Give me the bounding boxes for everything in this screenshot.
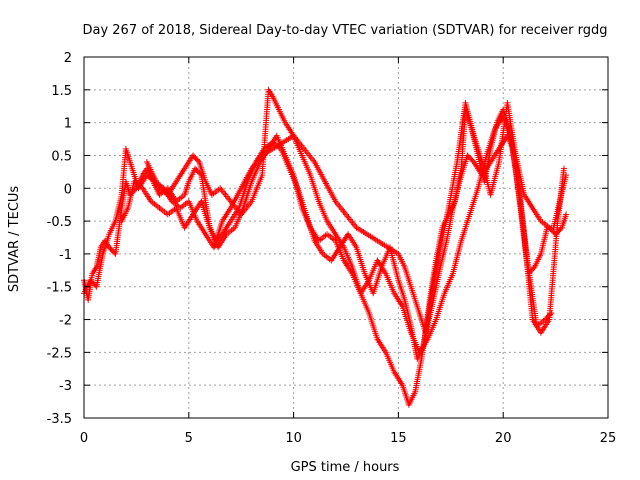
y-tick-label: 0.5: [51, 149, 72, 164]
chart-title: Day 267 of 2018, Sidereal Day-to-day VTE…: [82, 23, 607, 38]
y-tick-label: -0.5: [47, 215, 72, 230]
data-series: [81, 86, 570, 408]
y-tick-label: -1.5: [47, 281, 72, 296]
y-tick-label: 0: [64, 182, 72, 197]
y-tick-label: -3: [59, 379, 72, 394]
data-point: [191, 153, 198, 160]
y-tick-label: -2.5: [47, 346, 72, 361]
axis-ticks: 0 5 10 15 20 25 -3.5 -3 -2.5 -2 -1.5 -1 -0.5 0 0.5 1 1.5…: [47, 51, 617, 446]
data-point: [560, 165, 567, 172]
y-tick-label: 1: [64, 117, 72, 132]
data-point: [195, 157, 201, 164]
data-point: [468, 156, 475, 163]
y-tick-label: 1.5: [51, 84, 72, 99]
y-axis-label: SDTVAR / TECUs: [7, 186, 22, 293]
series-trace-d: [143, 86, 567, 408]
x-tick-label: 15: [390, 431, 407, 446]
x-tick-label: 0: [80, 431, 88, 446]
x-tick-label: 25: [600, 431, 617, 446]
y-tick-label: 2: [64, 51, 72, 66]
data-point: [88, 278, 95, 285]
y-tick-label: -3.5: [47, 412, 72, 427]
data-point: [563, 211, 570, 218]
plot-area-frame: [83, 56, 609, 419]
y-tick-label: -2: [59, 314, 72, 329]
x-tick-label: 10: [285, 431, 302, 446]
data-point: [193, 166, 200, 173]
x-tick-label: 20: [495, 431, 512, 446]
x-axis-label: GPS time / hours: [291, 460, 400, 475]
x-tick-label: 5: [185, 431, 193, 446]
y-tick-label: -1: [59, 248, 72, 263]
data-point: [557, 226, 564, 232]
data-point: [530, 265, 537, 272]
